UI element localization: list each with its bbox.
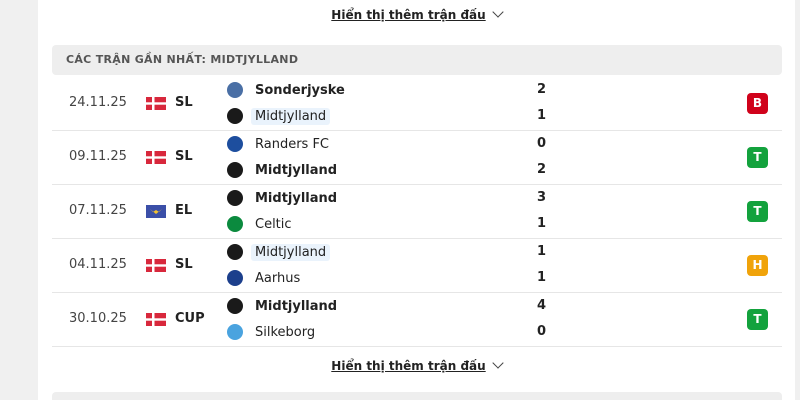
result-badge: B (747, 93, 768, 114)
away-score: 1 (537, 108, 547, 123)
team-name: Silkeborg (255, 324, 316, 340)
away-score: 2 (537, 162, 547, 177)
away-score: 1 (537, 216, 547, 231)
away-team[interactable]: Midtjylland (227, 106, 331, 126)
show-more-label: Hiển thị thêm trận đấu (331, 8, 486, 22)
denmark-flag-icon (146, 259, 166, 272)
team-name: Midtjylland (251, 107, 331, 125)
team-logo-icon (227, 82, 243, 98)
team-logo-icon (227, 270, 243, 286)
team-name: Randers FC (255, 136, 330, 152)
team-logo-icon (227, 162, 243, 178)
team-name: Midtjylland (255, 298, 338, 314)
home-score: 3 (537, 190, 547, 205)
team-logo-icon (227, 190, 243, 206)
home-score: 1 (537, 244, 547, 259)
competition: SL (175, 149, 193, 164)
result-badge: T (747, 309, 768, 330)
show-more-link-bottom[interactable]: Hiển thị thêm trận đấu (38, 357, 795, 373)
team-name: Aarhus (255, 270, 301, 286)
team-logo-icon (227, 244, 243, 260)
denmark-flag-icon (146, 313, 166, 326)
away-team[interactable]: Midtjylland (227, 160, 341, 180)
team-name: Sonderjyske (255, 82, 345, 98)
team-logo-icon (227, 324, 243, 340)
match-row[interactable]: 07.11.25 EL Midtjylland Celtic 3 1 T (52, 185, 782, 239)
home-team[interactable]: Midtjylland (227, 296, 341, 316)
match-date: 24.11.25 (69, 95, 127, 110)
away-team[interactable]: Aarhus (227, 268, 304, 288)
team-name: Midtjylland (255, 190, 338, 206)
match-date: 07.11.25 (69, 203, 127, 218)
competition: EL (175, 203, 193, 218)
match-date: 30.10.25 (69, 311, 127, 326)
team-logo-icon (227, 108, 243, 124)
denmark-flag-icon (146, 151, 166, 164)
next-section-header (52, 392, 782, 400)
team-logo-icon (227, 216, 243, 232)
team-logo-icon (227, 298, 243, 314)
away-team[interactable]: Silkeborg (227, 322, 319, 342)
denmark-flag-icon (146, 97, 166, 110)
match-row[interactable]: 24.11.25 SL Sonderjyske Midtjylland 2 1 … (52, 77, 782, 131)
show-more-link-top[interactable]: Hiển thị thêm trận đấu (38, 6, 795, 22)
europa-league-icon (146, 205, 166, 218)
match-date: 04.11.25 (69, 257, 127, 272)
home-score: 0 (537, 136, 547, 151)
home-score: 2 (537, 82, 547, 97)
home-team[interactable]: Midtjylland (227, 242, 331, 262)
home-score: 4 (537, 298, 547, 313)
result-badge: T (747, 147, 768, 168)
team-name: Midtjylland (255, 162, 338, 178)
result-badge: H (747, 255, 768, 276)
competition: CUP (175, 311, 205, 326)
home-team[interactable]: Sonderjyske (227, 80, 349, 100)
team-logo-icon (227, 136, 243, 152)
match-row[interactable]: 04.11.25 SL Midtjylland Aarhus 1 1 H (52, 239, 782, 293)
home-team[interactable]: Randers FC (227, 134, 333, 154)
team-name: Midtjylland (251, 243, 331, 261)
match-row[interactable]: 30.10.25 CUP Midtjylland Silkeborg 4 0 T (52, 293, 782, 347)
team-name: Celtic (255, 216, 292, 232)
show-more-label: Hiển thị thêm trận đấu (331, 359, 486, 373)
match-row[interactable]: 09.11.25 SL Randers FC Midtjylland 0 2 T (52, 131, 782, 185)
match-date: 09.11.25 (69, 149, 127, 164)
section-title: CÁC TRẬN GẦN NHẤT: MIDTJYLLAND (52, 45, 782, 75)
away-team[interactable]: Celtic (227, 214, 296, 234)
result-badge: T (747, 201, 768, 222)
chevron-down-icon (492, 6, 504, 18)
recent-matches-card: Hiển thị thêm trận đấu CÁC TRẬN GẦN NHẤT… (38, 0, 795, 400)
away-score: 1 (537, 270, 547, 285)
away-score: 0 (537, 324, 547, 339)
competition: SL (175, 95, 193, 110)
home-team[interactable]: Midtjylland (227, 188, 341, 208)
chevron-down-icon (492, 357, 504, 369)
competition: SL (175, 257, 193, 272)
